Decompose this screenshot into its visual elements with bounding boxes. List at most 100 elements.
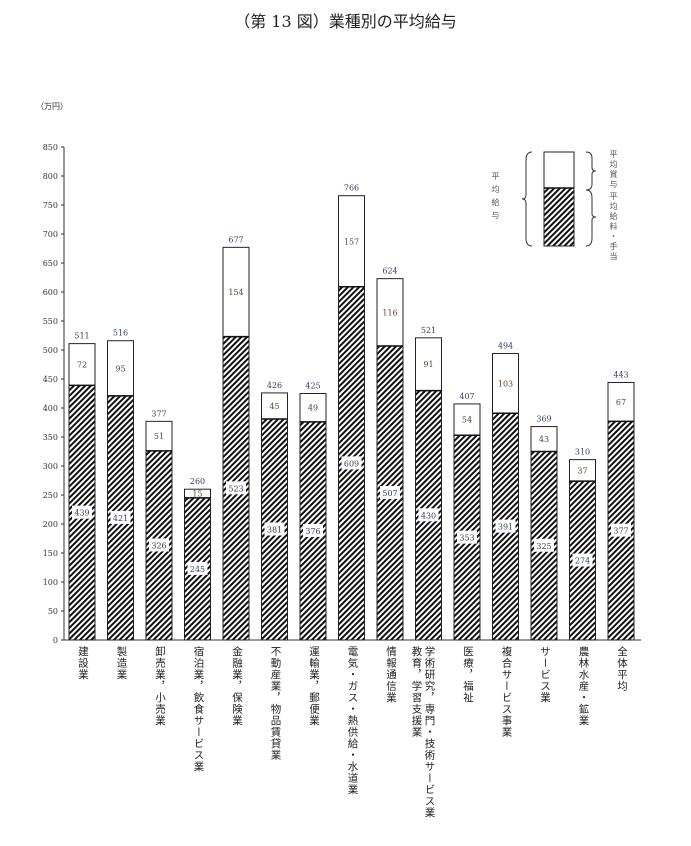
salary-label-bg xyxy=(418,508,439,522)
total-label: 494 xyxy=(498,341,513,350)
salary-label: 421 xyxy=(113,514,128,523)
bar-bonus xyxy=(299,393,327,423)
y-tick-label: 50 xyxy=(48,607,58,616)
bonus-label: 51 xyxy=(154,432,164,441)
y-tick-label: 100 xyxy=(43,578,58,587)
x-tick-label: 金融業，保険業 xyxy=(231,646,243,727)
salary-label-bg xyxy=(110,510,131,524)
salary-label-bg xyxy=(187,561,208,575)
y-tick-label: 0 xyxy=(53,636,58,645)
bar-bonus xyxy=(222,246,250,338)
bar-bonus xyxy=(107,340,134,397)
salary-label: 381 xyxy=(267,526,282,535)
y-tick-label: 400 xyxy=(43,404,58,413)
x-tick-label: 全体平均 xyxy=(616,646,628,692)
y-tick-label: 300 xyxy=(43,462,58,471)
x-tick-label: 電気・ガス・熱供給・水道業 xyxy=(346,646,359,796)
bonus-label: 91 xyxy=(423,360,433,369)
salary-label-bg xyxy=(341,456,362,470)
salary-label-bg xyxy=(380,485,400,499)
legend-salary-label: 平均給料・手当 xyxy=(609,192,618,262)
bonus-label: 54 xyxy=(462,416,472,425)
total-label: 443 xyxy=(613,370,628,379)
salary-label: 274 xyxy=(575,557,590,566)
x-tick-label: 建設業 xyxy=(77,646,89,681)
x-tick-label: 不動産業，物品賃貸業 xyxy=(269,646,282,761)
bonus-label: 154 xyxy=(228,288,243,297)
x-tick-label: 複合サービス事業 xyxy=(500,646,513,738)
salary-label: 376 xyxy=(305,527,320,536)
y-tick-label: 350 xyxy=(43,433,58,442)
legend-bonus-label: 平均賞与 xyxy=(609,150,618,190)
legend-bonus-swatch xyxy=(543,151,575,189)
x-tick-label: 宿泊業，飲食サービス業 xyxy=(192,646,205,773)
salary-label-bg xyxy=(611,523,631,537)
salary-label: 245 xyxy=(190,565,205,574)
y-tick-label: 500 xyxy=(43,346,58,355)
salary-label-bg xyxy=(149,538,169,552)
salary-label: 377 xyxy=(613,527,628,536)
bonus-label: 116 xyxy=(382,308,397,317)
total-label: 407 xyxy=(459,392,474,401)
salary-label: 325 xyxy=(536,542,551,551)
bonus-label: 43 xyxy=(539,435,549,444)
salary-label: 391 xyxy=(498,523,513,532)
legend-brace-total xyxy=(521,151,533,247)
bar-bonus xyxy=(492,352,519,414)
bonus-label: 67 xyxy=(616,398,626,407)
total-label: 426 xyxy=(267,381,282,390)
x-tick-label: 医療，福祉 xyxy=(462,646,474,704)
y-tick-label: 650 xyxy=(43,259,58,268)
chart-title: （第 13 図）業種別の平均給与 xyxy=(234,12,457,31)
salary-label: 353 xyxy=(459,534,474,543)
salary-label-bg xyxy=(72,505,92,519)
legend-brace-salary xyxy=(585,189,597,247)
y-tick-label: 150 xyxy=(43,549,58,558)
x-tick-label: 製造業 xyxy=(115,646,128,681)
total-label: 766 xyxy=(344,184,359,193)
salary-label-bg xyxy=(264,522,285,536)
salary-label: 507 xyxy=(382,489,397,498)
legend-total-label: 平均給与 xyxy=(491,172,500,224)
total-label: 511 xyxy=(74,332,89,341)
salary-label-bg xyxy=(457,530,477,544)
y-axis-unit: （万円） xyxy=(36,102,68,111)
total-label: 377 xyxy=(151,409,166,418)
salary-label-bg xyxy=(226,481,246,495)
y-tick-label: 600 xyxy=(43,288,58,297)
y-tick-label: 450 xyxy=(43,375,58,384)
y-tick-label: 850 xyxy=(43,143,58,152)
bar-bonus xyxy=(338,195,365,288)
bonus-label: 103 xyxy=(498,379,513,388)
salary-label-bg xyxy=(303,523,323,537)
y-tick-label: 250 xyxy=(43,491,58,500)
salary-label: 430 xyxy=(421,511,436,520)
bar-bonus xyxy=(415,337,442,392)
total-label: 260 xyxy=(190,477,205,486)
y-tick-label: 750 xyxy=(43,201,58,210)
x-tick-label: 卸売業，小売業 xyxy=(154,646,166,727)
salary-label: 439 xyxy=(74,509,89,518)
salary-label-bg xyxy=(534,538,554,552)
salary-label: 523 xyxy=(228,484,243,493)
y-tick-label: 700 xyxy=(43,230,58,239)
salary-label-bg xyxy=(572,553,593,567)
bonus-label: 95 xyxy=(115,364,125,373)
y-tick-label: 550 xyxy=(43,317,58,326)
x-tick-label: 学術研究，専門・技術サービス業 xyxy=(423,646,436,819)
x-tick-label: 情報通信業 xyxy=(385,646,397,704)
total-label: 677 xyxy=(228,235,243,244)
x-tick-label: 運輸業，郵便業 xyxy=(308,646,320,727)
bar-bonus xyxy=(530,426,558,452)
legend-brace-bonus xyxy=(585,151,597,191)
y-tick-label: 800 xyxy=(43,172,58,181)
bonus-label: 45 xyxy=(269,402,279,411)
bonus-label: 49 xyxy=(308,404,318,413)
bonus-label: 72 xyxy=(77,361,87,370)
x-tick-label: 農林水産・鉱業 xyxy=(577,646,590,727)
total-label: 624 xyxy=(382,267,397,276)
x-tick-label: サービス業 xyxy=(539,646,551,704)
legend-salary-swatch xyxy=(543,187,575,247)
